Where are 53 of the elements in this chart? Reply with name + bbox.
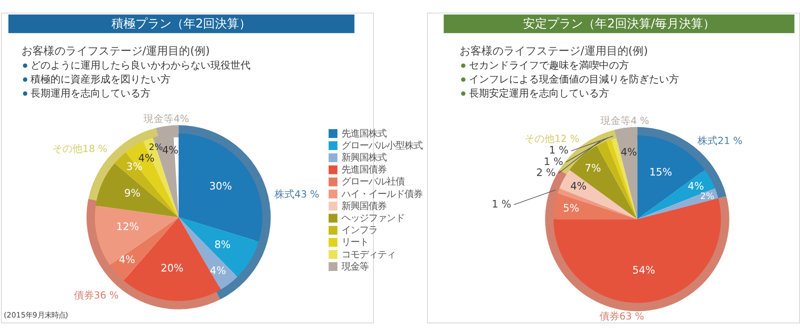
data-label: 1 % [492,200,512,210]
data-label: 15% [649,168,672,179]
data-label: 4% [688,182,704,193]
data-label: 4% [620,147,638,158]
data-label: 20% [160,264,184,275]
data-label: 4% [118,254,136,266]
legend-label: グローバル小型株式 [341,140,422,152]
text: 長期安定運用を志向している方 [468,87,609,100]
legend-label: リート [341,237,368,248]
data-label: 2% [700,192,714,202]
data-label: 現金等4% [144,113,190,126]
legend-label: 現金等 [341,261,368,272]
text: (2015年9月末時点) [4,310,68,320]
data-label: 債券36 % [74,289,119,302]
legend-label: 新興国株式 [341,152,386,164]
data-label: 2 % [536,168,556,180]
data-label: 9% [124,188,141,200]
data-label: 12% [116,222,140,233]
legend-label: 新興国債券 [341,200,386,212]
data-label: 債券63 % [599,310,644,322]
legend-label: コモディティ [341,249,396,260]
data-label: 4% [210,266,226,278]
text: 積極的に資産形成を図りたい方 [30,73,171,86]
data-label: 4% [570,182,587,193]
data-label: 株式21 % [696,135,742,148]
data-label: 1 % [544,156,564,168]
legend-label: インフラ [341,225,378,236]
legend-label: ハイ・イールド債券 [340,188,422,200]
legend-label: グローバル社債 [341,176,404,188]
text: どのように運用したら良いかわからない現役世代 [30,59,251,72]
chart-title: 積極プラン（年2回決算） [112,16,252,30]
data-label: 30% [209,182,232,193]
data-label: 8% [214,240,231,251]
data-label: 株式43 % [274,188,320,200]
text: 長期運用を志向している方 [30,87,151,100]
text: インフレによる現金価値の目減りを防ぎたい方 [468,73,679,86]
data-label: 3% [126,162,143,173]
chart-title: 安定プラン（年2回決算/毎月決算） [523,16,715,30]
legend-label: ヘッジファンド [341,212,404,224]
data-label: 1 % [548,146,569,157]
data-label: その他18 % [52,142,108,155]
data-label: 54% [632,265,656,276]
data-label: 7% [584,164,602,175]
chart-subtitle: お客様のライフステージ/運用目的(例) [21,44,210,58]
data-label: 5% [562,203,580,214]
data-label: 2% [148,142,163,153]
legend-label: 先進国債券 [341,164,386,176]
text: セカンドライフで趣味を満喫中の方 [468,59,629,72]
chart-subtitle: お客様のライフステージ/運用目的(例) [460,44,648,58]
data-label: 4% [138,153,155,164]
data-label: 現金等4 % [600,115,650,128]
data-label: その他12 % [524,133,580,146]
legend-label: 先進国株式 [341,128,386,140]
